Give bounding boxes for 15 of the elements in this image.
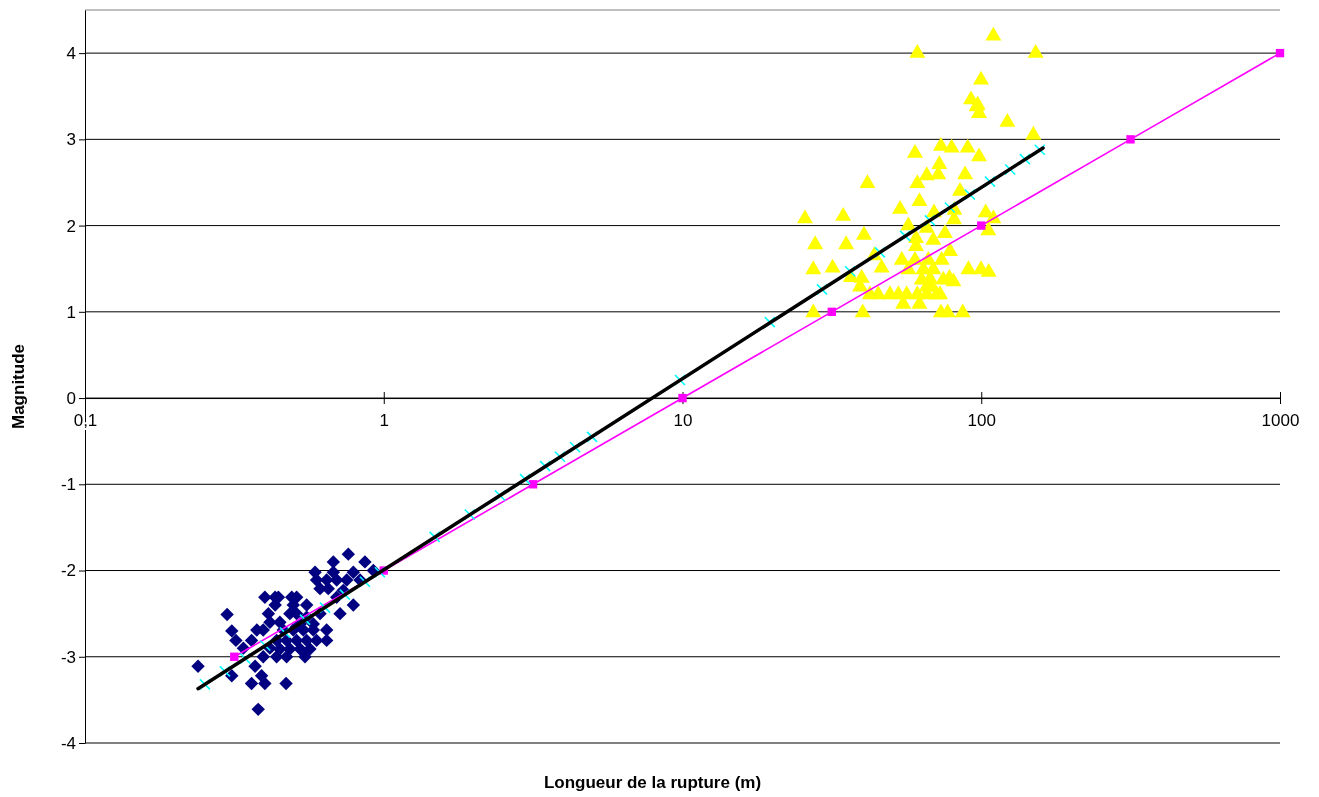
x-tick-label: 1 [379, 410, 389, 430]
y-tick-label: 2 [66, 216, 76, 236]
y-tick-label: 1 [66, 302, 76, 322]
x-tick-label: 10 [673, 410, 693, 430]
y-tick-label: -3 [60, 647, 76, 667]
x-axis-title: Longueur de la rupture (m) [543, 773, 762, 792]
x-tick-label: 100 [967, 410, 996, 430]
y-axis-title: Magnitude [9, 344, 28, 429]
y-tick-label: -1 [60, 475, 76, 495]
y-tick-label: -2 [60, 561, 76, 581]
y-tick-label: 0 [66, 389, 76, 408]
y-tick-label: -4 [60, 733, 76, 753]
x-tick-label: 1000 [1261, 410, 1300, 430]
y-tick-label: 3 [66, 130, 76, 150]
y-tick-label: 4 [66, 44, 76, 64]
